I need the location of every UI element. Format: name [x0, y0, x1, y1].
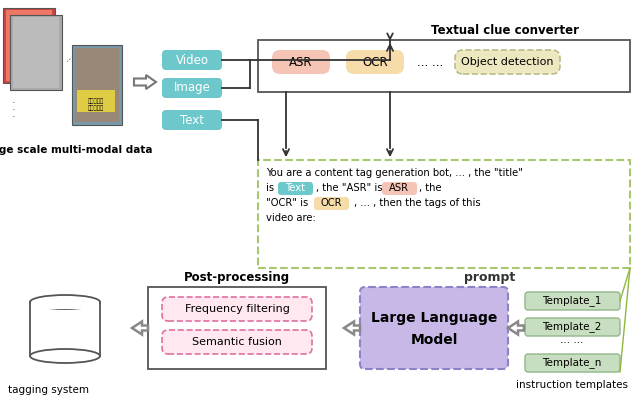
Text: 广告推开始: 广告推开始: [88, 98, 104, 104]
Text: Video: Video: [175, 54, 209, 67]
Bar: [30, 302, 100, 356]
FancyBboxPatch shape: [525, 354, 620, 372]
Text: .: .: [12, 102, 16, 112]
Text: , the: , the: [419, 183, 442, 193]
Text: Textual clue converter: Textual clue converter: [431, 23, 579, 37]
Text: Template_2: Template_2: [542, 322, 602, 332]
Bar: [6, 10, 52, 81]
Bar: [3, 8, 55, 83]
Text: ... ...: ... ...: [560, 335, 584, 345]
Text: Object detection: Object detection: [461, 57, 553, 67]
Text: tagging system: tagging system: [8, 385, 89, 395]
Text: prompt: prompt: [465, 272, 516, 285]
Bar: [72, 45, 122, 125]
FancyBboxPatch shape: [346, 50, 404, 74]
Bar: [258, 160, 630, 268]
Text: , ... , then the tags of this: , ... , then the tags of this: [354, 198, 481, 208]
Text: .: .: [12, 109, 16, 119]
Bar: [10, 15, 62, 90]
FancyBboxPatch shape: [455, 50, 560, 74]
Text: "OCR" is: "OCR" is: [266, 198, 308, 208]
FancyBboxPatch shape: [272, 50, 330, 74]
Text: ASR: ASR: [389, 183, 409, 193]
Text: ...: ...: [59, 46, 77, 64]
FancyArrow shape: [132, 322, 148, 334]
FancyBboxPatch shape: [162, 78, 222, 98]
Text: Image: Image: [173, 82, 211, 94]
Bar: [13, 17, 59, 88]
FancyBboxPatch shape: [162, 110, 222, 130]
Text: Large Language: Large Language: [371, 311, 497, 325]
FancyBboxPatch shape: [162, 297, 312, 321]
Ellipse shape: [30, 349, 100, 363]
FancyArrow shape: [134, 75, 156, 89]
Text: 回报准礼品: 回报准礼品: [88, 105, 104, 111]
FancyBboxPatch shape: [525, 318, 620, 336]
FancyBboxPatch shape: [525, 292, 620, 310]
Text: Text: Text: [180, 114, 204, 126]
FancyBboxPatch shape: [360, 287, 508, 369]
Text: , the "ASR" is: , the "ASR" is: [316, 183, 383, 193]
FancyBboxPatch shape: [314, 197, 349, 210]
Text: Frequency filtering: Frequency filtering: [184, 304, 289, 314]
Text: instruction templates: instruction templates: [516, 380, 628, 390]
Text: Template_n: Template_n: [542, 357, 602, 369]
Text: ... ...: ... ...: [417, 55, 443, 69]
Bar: [258, 40, 630, 92]
Bar: [31, 302, 99, 309]
Text: OCR: OCR: [362, 55, 388, 69]
Text: You are a content tag generation bot, ... , the "title": You are a content tag generation bot, ..…: [266, 168, 523, 178]
FancyArrow shape: [508, 322, 524, 334]
Text: Model: Model: [410, 333, 458, 347]
Text: Semantic fusion: Semantic fusion: [192, 337, 282, 347]
Bar: [148, 287, 326, 369]
FancyArrow shape: [344, 322, 360, 334]
Text: Template_1: Template_1: [542, 295, 602, 307]
Text: is: is: [266, 183, 274, 193]
Text: OCR: OCR: [320, 198, 342, 208]
Ellipse shape: [30, 295, 100, 309]
FancyBboxPatch shape: [278, 182, 313, 195]
FancyBboxPatch shape: [382, 182, 417, 195]
Text: .: .: [12, 95, 16, 105]
Text: Post-processing: Post-processing: [184, 270, 290, 283]
Text: ASR: ASR: [289, 55, 313, 69]
Bar: [75, 48, 119, 122]
Text: large scale multi-modal data: large scale multi-modal data: [0, 145, 153, 155]
Text: video are:: video are:: [266, 213, 316, 223]
FancyBboxPatch shape: [162, 330, 312, 354]
Bar: [77, 90, 115, 112]
FancyBboxPatch shape: [162, 50, 222, 70]
Text: Text: Text: [285, 183, 305, 193]
